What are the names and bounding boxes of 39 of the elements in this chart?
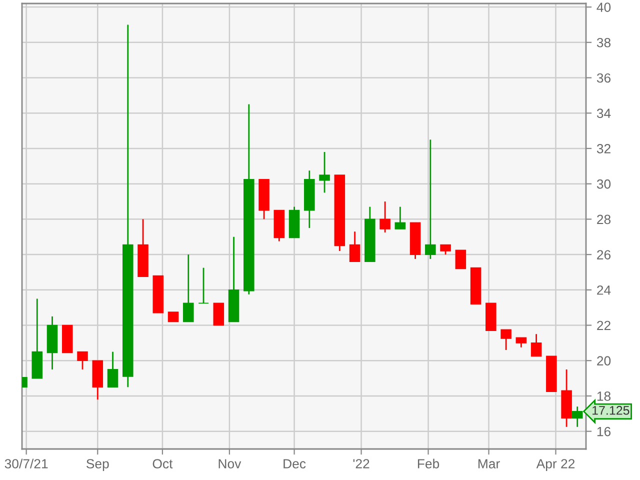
candlestick bbox=[349, 230, 360, 262]
x-tick-label: Sep bbox=[86, 459, 109, 472]
x-tick-label: 30/7/21 bbox=[4, 458, 48, 468]
x-tick-label: '22 bbox=[353, 459, 370, 468]
x-tick-label: Mar bbox=[478, 459, 500, 468]
x-tick-label: Feb bbox=[418, 458, 440, 468]
candlestick bbox=[516, 336, 527, 348]
y-tick-label: 34 bbox=[596, 108, 611, 118]
x-tick-label: Oct bbox=[152, 459, 173, 468]
y-tick-label: 22 bbox=[597, 320, 610, 330]
y-tick-label: 18 bbox=[597, 392, 611, 401]
y-tick-label: 20 bbox=[597, 356, 611, 366]
y-tick-label: 36 bbox=[596, 73, 611, 83]
x-tick-label: Apr 22 bbox=[536, 459, 575, 472]
y-tick-label: 28 bbox=[597, 214, 611, 224]
candlestick bbox=[168, 312, 179, 322]
y-tick-label: 38 bbox=[596, 38, 611, 48]
candlestick bbox=[425, 138, 436, 260]
y-tick-label: 40 bbox=[596, 2, 611, 12]
candlestick bbox=[530, 333, 542, 357]
annotation: 17.125 bbox=[592, 406, 630, 415]
x-tick-label: Nov bbox=[218, 459, 242, 468]
candlestick bbox=[380, 200, 390, 234]
candlestick bbox=[500, 328, 512, 351]
y-tick-label: 30 bbox=[596, 179, 611, 189]
candlestick bbox=[394, 206, 406, 230]
y-tick-label: 24 bbox=[597, 285, 611, 295]
candlestick bbox=[183, 254, 194, 322]
y-tick-label: 26 bbox=[597, 250, 611, 260]
candlestick bbox=[77, 351, 88, 370]
x-tick-label: Dec bbox=[284, 459, 306, 468]
candlestick bbox=[455, 250, 466, 270]
candlestick bbox=[107, 351, 118, 388]
candlestick bbox=[440, 244, 451, 256]
candlestick bbox=[319, 151, 330, 194]
candlestick bbox=[198, 267, 209, 304]
y-tick-label: 16 bbox=[597, 426, 611, 436]
y-tick-label: 32 bbox=[596, 144, 610, 154]
candlestick bbox=[213, 302, 224, 326]
